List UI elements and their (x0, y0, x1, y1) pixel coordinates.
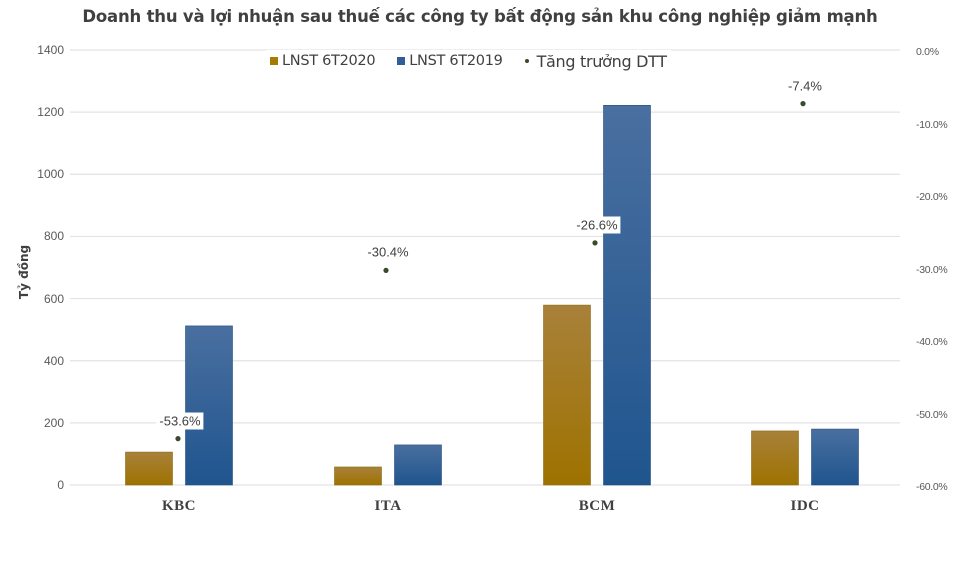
growth-data-label: -53.6% (156, 412, 204, 430)
y-tick-label: 1200 (37, 105, 64, 120)
growth-data-label: -30.4% (364, 243, 412, 261)
chart-title: Doanh thu và lợi nhuận sau thuế các công… (82, 7, 878, 26)
growth-marker (175, 436, 181, 442)
y2-tick-label: -20.0% (916, 191, 948, 203)
legend-dot-icon (524, 59, 529, 63)
legend-item-lnst-2020: LNST 6T2020 (270, 53, 376, 69)
legend-label: Tăng trưởng DTT (536, 51, 668, 71)
legend-label: LNST 6T2020 (282, 53, 376, 69)
bar-ita-2019 (394, 444, 442, 486)
legend-swatch-gold-icon (270, 57, 278, 65)
y2-tick-label: -30.0% (916, 263, 948, 276)
bar-bcm-2020 (543, 304, 591, 486)
growth-data-label: -7.4% (785, 77, 825, 95)
gridlines (70, 49, 900, 486)
bar-ita-2020 (334, 466, 382, 486)
x-category-label: IDC (790, 498, 820, 514)
growth-marker (800, 101, 806, 107)
y-tick-label: 1000 (37, 167, 64, 182)
growth-marker (592, 240, 598, 246)
legend-label: LNST 6T2019 (409, 53, 503, 69)
legend: LNST 6T2020 LNST 6T2019 Tăng trưởng DTT (266, 50, 671, 72)
growth-markers (175, 101, 806, 442)
y2-tick-label: -50.0% (916, 408, 948, 421)
y-tick-label: 800 (43, 229, 64, 244)
y-tick-label: 600 (43, 291, 64, 306)
growth-marker (383, 267, 389, 273)
legend-swatch-blue-icon (397, 57, 406, 65)
bar-idc-2020 (751, 430, 799, 486)
growth-data-label: -26.6% (573, 216, 621, 234)
legend-item-growth: Tăng trưởng DTT (524, 51, 668, 71)
y-tick-label: 0 (57, 478, 64, 492)
y-tick-label: 400 (43, 353, 64, 368)
y-tick-label: 1400 (37, 43, 64, 57)
bar-idc-2019 (811, 428, 859, 486)
x-category-label: ITA (374, 498, 402, 514)
bar-kbc-2020 (125, 451, 173, 486)
y2-tick-label: -60.0% (916, 481, 948, 493)
bar-bcm-2019 (603, 105, 651, 486)
y2-tick-label: 0.0% (916, 46, 939, 58)
y2-tick-label: -40.0% (916, 336, 948, 348)
x-category-label: BCM (578, 498, 616, 514)
y-tick-label: 200 (43, 415, 64, 430)
y2-tick-label: -10.0% (916, 118, 948, 131)
legend-item-lnst-2019: LNST 6T2019 (397, 53, 503, 69)
bars (125, 105, 859, 486)
x-category-label: KBC (161, 498, 197, 514)
bar-kbc-2019 (185, 325, 233, 486)
